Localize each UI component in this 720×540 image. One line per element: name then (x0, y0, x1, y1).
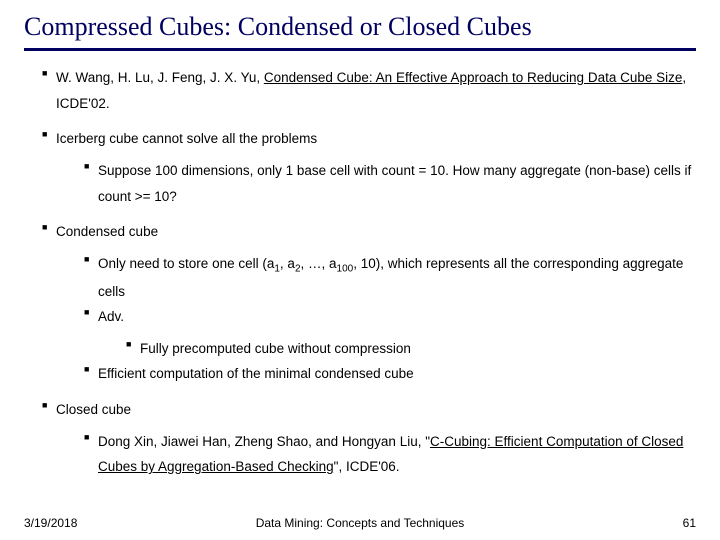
square-bullet-icon: ■ (84, 429, 98, 446)
bullet-item-condensed: ■ Condensed cube ■ Only need to store on… (42, 219, 696, 387)
footer-center: Data Mining: Concepts and Techniques (24, 516, 696, 530)
square-bullet-icon: ■ (84, 251, 98, 268)
square-bullet-icon: ■ (84, 158, 98, 175)
text-segment: ", ICDE'06. (334, 459, 400, 474)
bullet-text: Fully precomputed cube without compressi… (140, 336, 411, 362)
bullet-list: ■ W. Wang, H. Lu, J. Feng, J. X. Yu, Con… (42, 65, 696, 480)
title-underline (24, 48, 696, 51)
bullet-text: Icerberg cube cannot solve all the probl… (56, 126, 317, 152)
bullet-item-efficient-computation: ■ Efficient computation of the minimal c… (84, 361, 696, 387)
bullet-item-suppose: ■ Suppose 100 dimensions, only 1 base ce… (84, 158, 696, 209)
subscript: 100 (337, 264, 354, 275)
bullet-text: Closed cube (56, 397, 131, 423)
text-segment: W. Wang, H. Lu, J. Feng, J. X. Yu, (56, 70, 264, 85)
bullet-text: Only need to store one cell (a1, a2, …, … (98, 251, 696, 304)
bullet-item-closed-cube: ■ Closed cube ■ Dong Xin, Jiawei Han, Zh… (42, 397, 696, 480)
bullet-item-reference-xin: ■ Dong Xin, Jiawei Han, Zheng Shao, and … (84, 429, 696, 480)
square-bullet-icon: ■ (84, 304, 98, 321)
text-segment: , …, a (301, 256, 337, 271)
square-bullet-icon: ■ (42, 65, 56, 82)
bullet-text: Condensed cube (56, 219, 158, 245)
footer: 3/19/2018 Data Mining: Concepts and Tech… (24, 516, 696, 530)
bullet-text: Adv. (98, 304, 124, 330)
slide: Compressed Cubes: Condensed or Closed Cu… (0, 0, 720, 540)
slide-title: Compressed Cubes: Condensed or Closed Cu… (24, 12, 696, 42)
bullet-text: Dong Xin, Jiawei Han, Zheng Shao, and Ho… (98, 429, 696, 480)
bullet-item-fully-precomputed: ■ Fully precomputed cube without compres… (126, 336, 696, 362)
bullet-text: W. Wang, H. Lu, J. Feng, J. X. Yu, Conde… (56, 65, 696, 116)
bullet-item-adv: ■ Adv. ■ Fully precomputed cube without … (84, 304, 696, 361)
bullet-item-iceberg: ■ Icerberg cube cannot solve all the pro… (42, 126, 696, 209)
bullet-text: Suppose 100 dimensions, only 1 base cell… (98, 158, 696, 209)
square-bullet-icon: ■ (42, 126, 56, 143)
bullet-item-reference-wang: ■ W. Wang, H. Lu, J. Feng, J. X. Yu, Con… (42, 65, 696, 116)
square-bullet-icon: ■ (84, 361, 98, 378)
text-segment: Dong Xin, Jiawei Han, Zheng Shao, and Ho… (98, 434, 430, 449)
text-segment: Only need to store one cell (a (98, 256, 274, 271)
square-bullet-icon: ■ (42, 219, 56, 236)
square-bullet-icon: ■ (126, 336, 140, 353)
square-bullet-icon: ■ (42, 397, 56, 414)
bullet-text: Efficient computation of the minimal con… (98, 361, 414, 387)
bullet-item-store-one-cell: ■ Only need to store one cell (a1, a2, …… (84, 251, 696, 304)
text-segment: , a (280, 256, 295, 271)
underlined-reference: Condensed Cube: An Effective Approach to… (264, 70, 683, 85)
